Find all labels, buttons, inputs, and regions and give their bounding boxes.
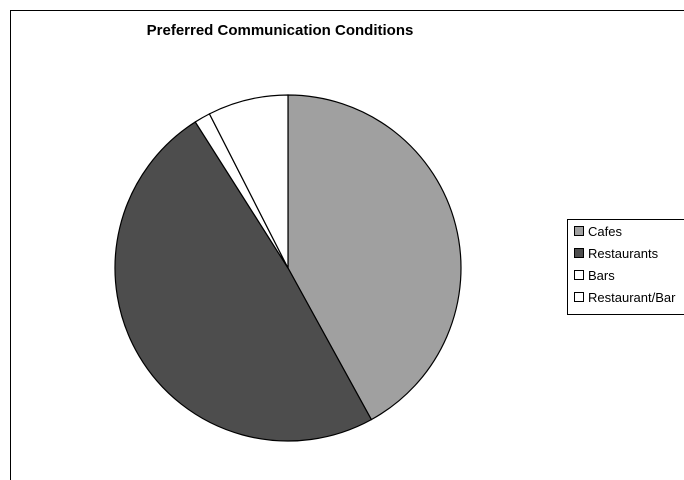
pie-chart (114, 94, 462, 442)
legend-item: Restaurants (574, 245, 658, 261)
pie-slice-cafes (287, 94, 462, 421)
legend-label: Bars (588, 267, 615, 283)
legend: Cafes Restaurants Bars Restaurant/Bar (567, 219, 684, 315)
legend-swatch (574, 292, 584, 302)
legend-label: Cafes (588, 223, 622, 239)
legend-label: Restaurant/Bar (588, 289, 676, 305)
legend-item: Cafes (574, 223, 622, 239)
pie-slice-restaurants (114, 121, 373, 442)
legend-item: Bars (574, 267, 615, 283)
legend-swatch (574, 248, 584, 258)
legend-label: Restaurants (588, 245, 659, 261)
chart-title: Preferred Communication Conditions (146, 22, 414, 39)
pie-slice-restaurant-bar (208, 94, 289, 269)
legend-swatch (574, 270, 584, 280)
legend-item: Restaurant/Bar (574, 289, 675, 305)
legend-swatch (574, 226, 584, 236)
